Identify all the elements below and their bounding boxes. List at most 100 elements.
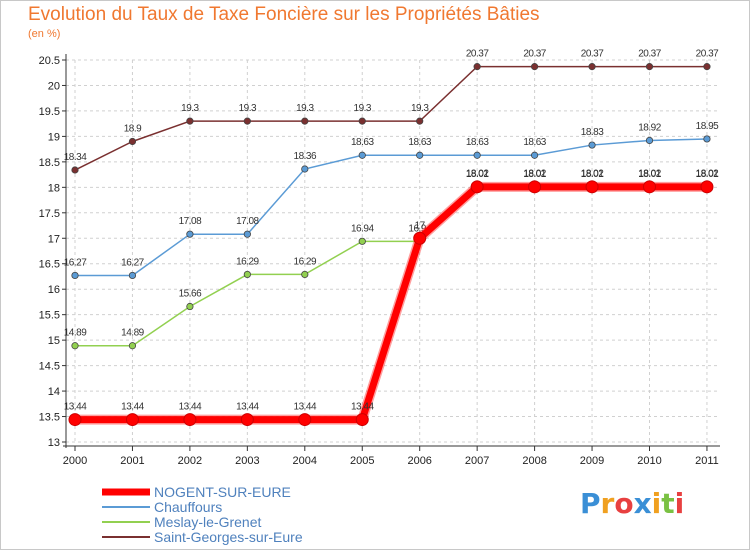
data-label-meslay-le-grenet: 16.94 [351,223,374,234]
data-point-meslay-le-grenet [243,270,251,279]
proxiti-logo: Proxiti [580,487,684,520]
y-tick-label: 15.5 [39,310,60,322]
data-label-chauffours: 18.95 [696,121,719,132]
data-point-saint-georges-sur-eure [186,117,194,125]
data-point-nogent-sur-eure [355,413,369,427]
data-label-saint-georges-sur-eure: 19.3 [181,103,199,114]
y-tick-label: 19 [48,131,60,143]
data-label-nogent-sur-eure: 13.44 [64,402,87,413]
data-point-nogent-sur-eure [413,231,427,245]
data-point-chauffours [301,165,309,173]
data-point-meslay-le-grenet [71,342,79,350]
data-point-meslay-le-grenet [128,342,137,350]
data-label-chauffours: 17.08 [179,216,202,227]
logo-letter: o [614,487,634,520]
data-label-saint-georges-sur-eure: 20.37 [696,49,719,60]
logo-letter: i [651,487,662,520]
data-point-nogent-sur-eure [183,413,197,427]
data-label-chauffours: 18.92 [638,122,661,133]
x-tick-label: 2002 [178,455,202,467]
data-point-chauffours [243,230,251,238]
x-tick-label: 2007 [465,455,489,467]
x-tick-label: 2008 [522,455,546,467]
legend-label-chauffours: Chauffours [154,499,222,515]
data-label-nogent-sur-eure: 18.01 [696,169,719,180]
data-label-nogent-sur-eure: 13.44 [179,402,202,413]
data-label-meslay-le-grenet: 14.89 [64,328,87,339]
logo-letter: x [633,487,652,520]
data-point-chauffours [186,230,194,238]
data-label-meslay-le-grenet: 15.66 [179,289,202,300]
data-label-meslay-le-grenet: 18.02 [696,168,719,179]
data-label-saint-georges-sur-eure: 20.37 [466,49,489,60]
data-point-chauffours [71,271,79,280]
data-point-meslay-le-grenet [186,302,194,311]
data-label-chauffours: 18.83 [581,127,604,138]
data-label-meslay-le-grenet: 16.29 [294,256,317,267]
legend-label-nogent-sur-eure: NOGENT-SUR-EURE [154,484,291,500]
data-label-chauffours: 17.08 [236,216,259,227]
data-point-nogent-sur-eure [240,413,254,427]
data-point-nogent-sur-eure [125,413,139,427]
data-point-saint-georges-sur-eure [301,117,309,125]
y-tick-label: 16.5 [39,259,60,271]
data-label-chauffours: 18.63 [523,137,546,148]
data-label-chauffours: 16.27 [64,257,87,268]
data-point-nogent-sur-eure [68,413,82,427]
data-label-saint-georges-sur-eure: 20.37 [638,49,661,60]
data-label-nogent-sur-eure: 17 [415,220,426,231]
x-tick-label: 2004 [293,455,317,467]
data-label-nogent-sur-eure: 13.44 [236,402,259,413]
data-point-nogent-sur-eure [528,180,542,194]
data-label-meslay-le-grenet: 18.02 [638,168,661,179]
data-label-saint-georges-sur-eure: 18.34 [64,152,87,163]
logo-letter: r [600,487,615,520]
x-tick-label: 2000 [63,455,87,467]
data-label-saint-georges-sur-eure: 18.9 [124,123,142,134]
data-label-saint-georges-sur-eure: 20.37 [581,49,604,60]
data-point-chauffours [530,151,539,159]
logo-letter: i [674,487,685,520]
data-point-chauffours [128,271,137,280]
y-tick-label: 14 [48,386,60,398]
y-tick-label: 20.5 [39,55,60,67]
data-label-saint-georges-sur-eure: 19.3 [239,103,257,114]
x-tick-label: 2003 [235,455,259,467]
x-tick-label: 2001 [120,455,144,467]
series-line-nogent-sur-eure [75,183,707,424]
data-point-saint-georges-sur-eure [703,63,711,71]
data-label-saint-georges-sur-eure: 19.3 [354,103,372,114]
data-point-chauffours [703,135,711,143]
logo-letter: t [661,487,675,520]
y-axis-unit: (en %) [28,28,61,40]
y-tick-label: 20 [48,80,60,92]
y-tick-label: 13.5 [39,412,60,424]
data-label-meslay-le-grenet: 16.29 [236,256,259,267]
data-label-nogent-sur-eure: 18.01 [638,169,661,180]
series-line-chauffours [75,138,707,277]
data-point-saint-georges-sur-eure [588,63,596,71]
y-tick-label: 18.5 [39,157,60,169]
y-tick-label: 17.5 [39,208,60,220]
data-label-meslay-le-grenet: 18.02 [466,168,489,179]
y-tick-label: 19.5 [39,106,60,118]
data-point-saint-georges-sur-eure [128,137,137,146]
y-tick-label: 13 [48,437,60,449]
data-label-chauffours: 18.63 [466,137,489,148]
data-label-saint-georges-sur-eure: 19.3 [411,103,429,114]
series-line-saint-georges-sur-eure [74,65,707,171]
data-point-saint-georges-sur-eure [645,63,654,71]
data-point-chauffours [645,136,654,145]
data-point-saint-georges-sur-eure [243,117,251,125]
x-tick-label: 2006 [407,455,431,467]
x-tick-label: 2009 [580,455,604,467]
y-tick-label: 16 [48,284,60,296]
data-point-saint-georges-sur-eure [473,63,481,71]
x-tick-label: 2011 [695,455,719,467]
data-label-nogent-sur-eure: 13.44 [351,402,374,413]
data-label-meslay-le-grenet: 16.94 [408,223,431,234]
data-point-chauffours [588,141,596,149]
data-point-nogent-sur-eure [470,180,484,194]
data-point-saint-georges-sur-eure [530,63,539,71]
